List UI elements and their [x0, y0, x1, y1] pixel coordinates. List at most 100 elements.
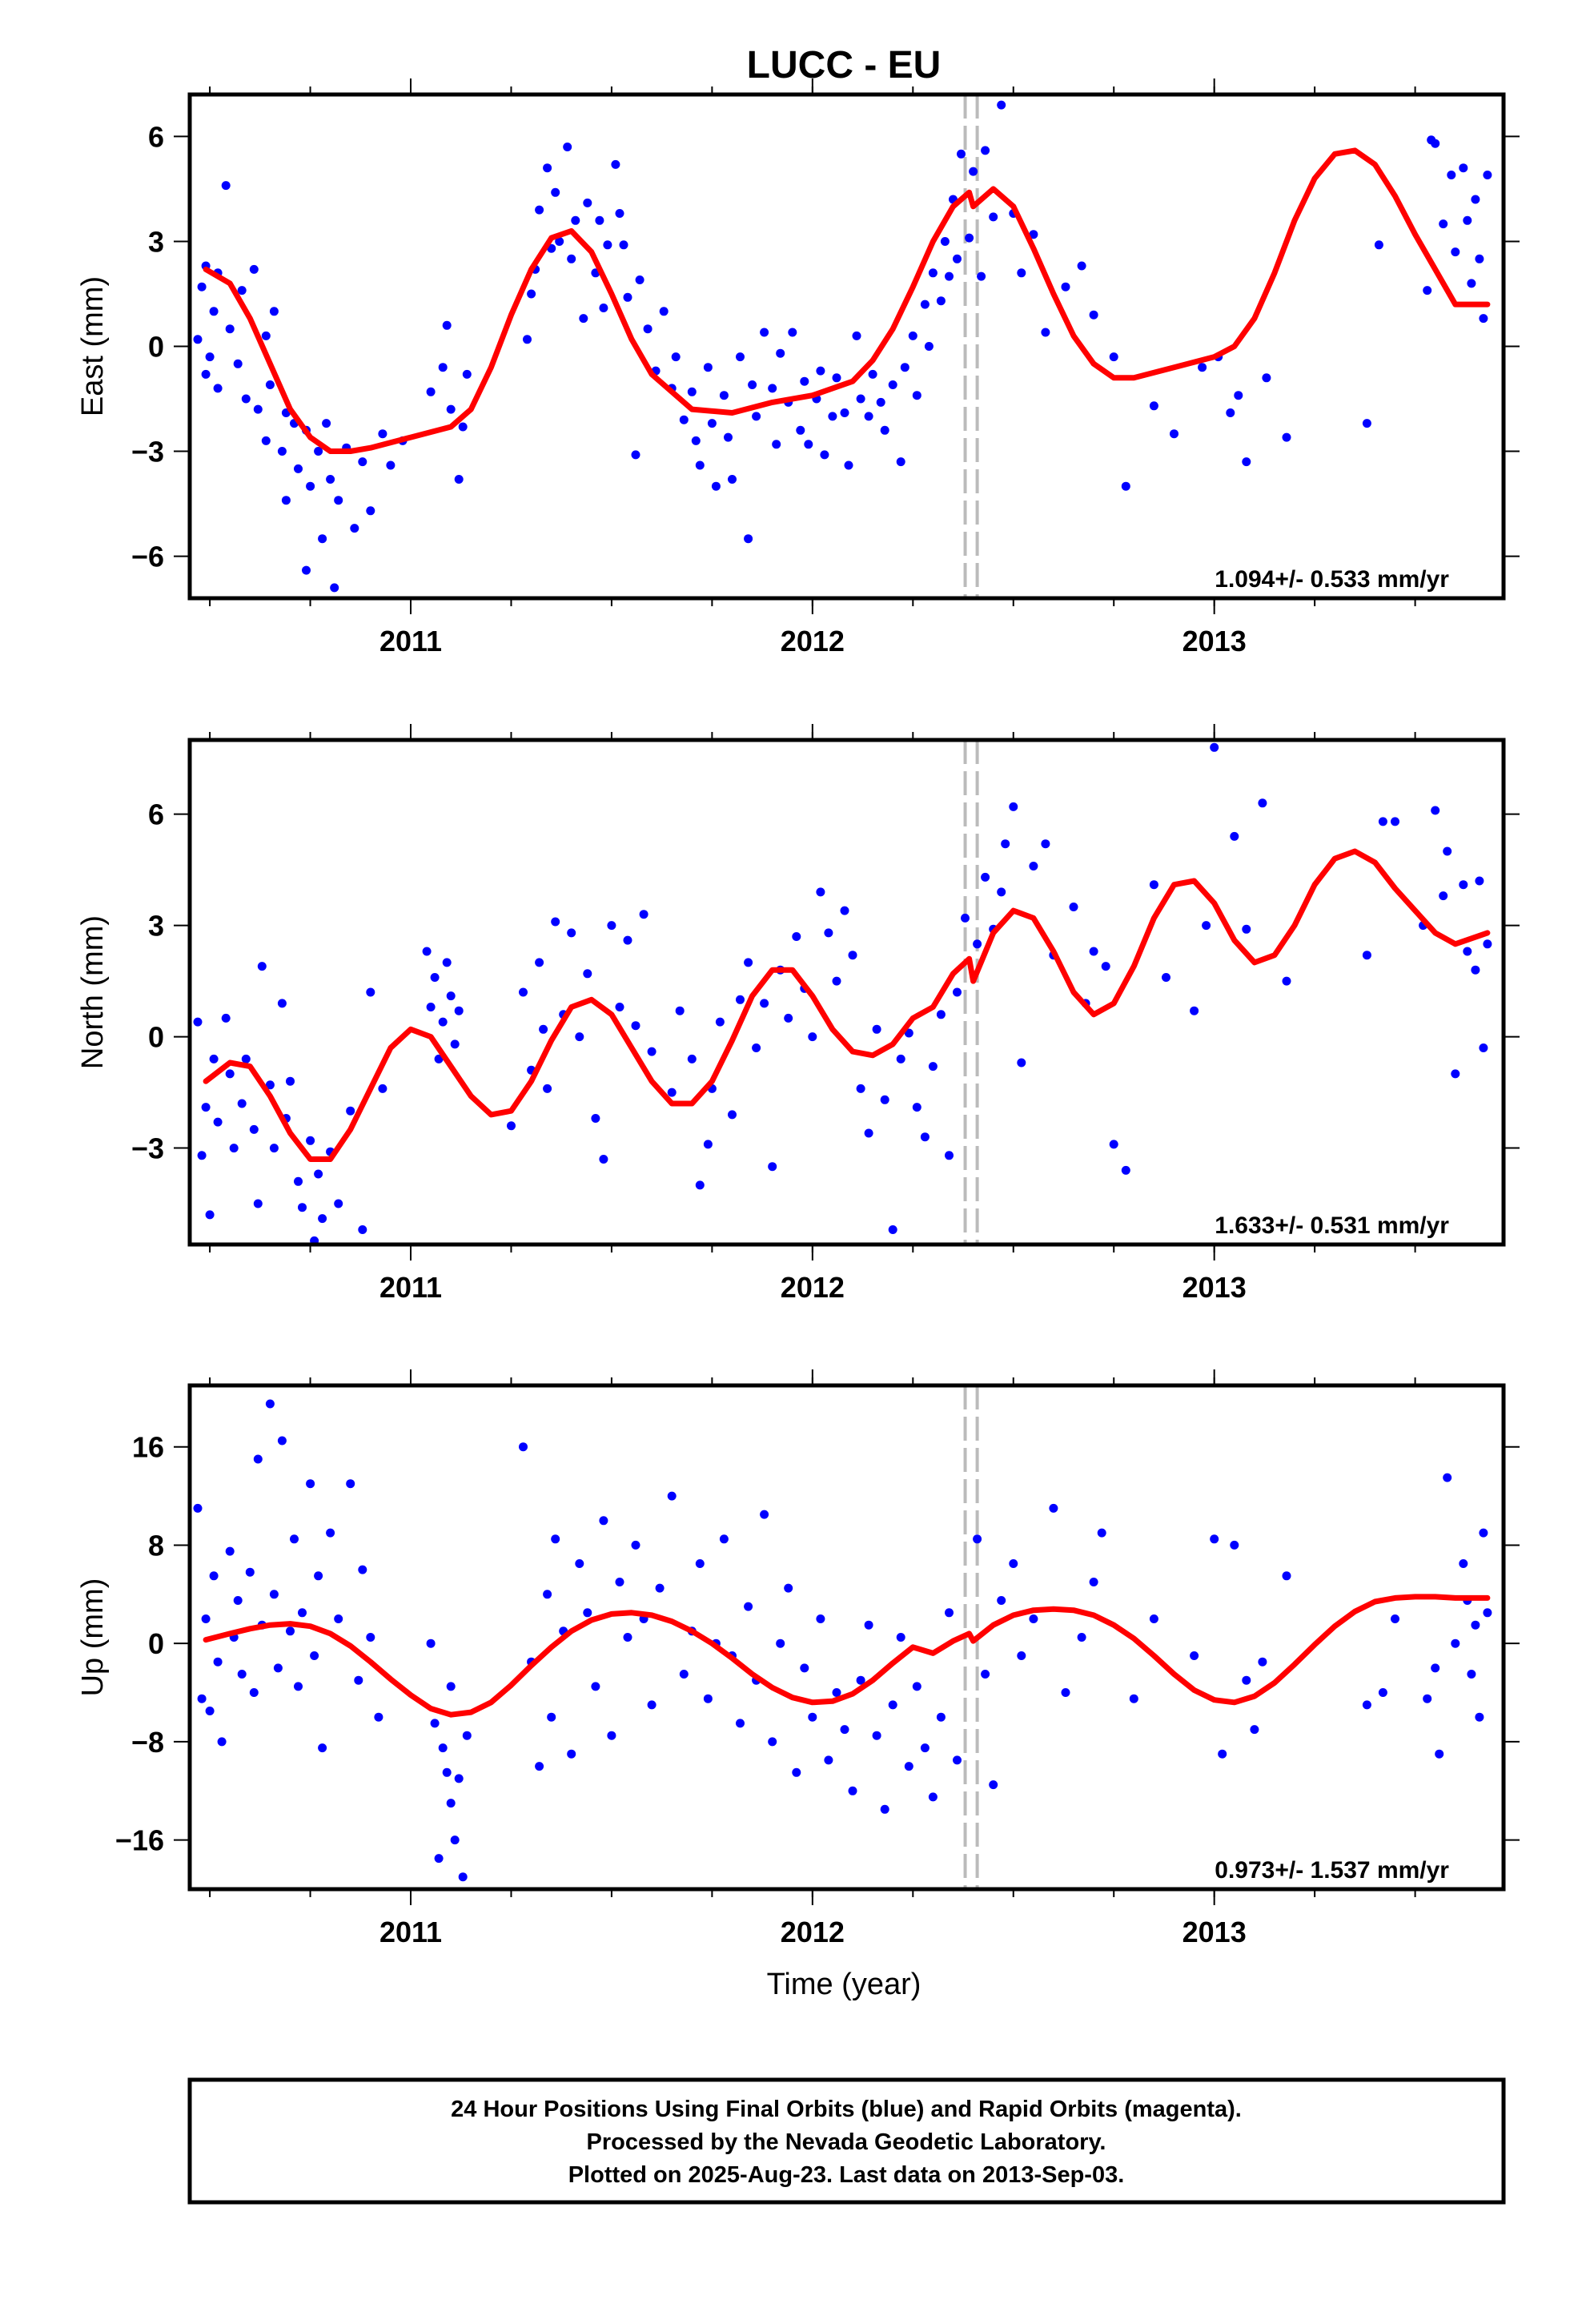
east-data-point	[796, 425, 805, 435]
east-data-point	[623, 292, 632, 302]
up-data-point	[1423, 1694, 1432, 1703]
north-data-point	[973, 939, 982, 949]
up-data-point	[245, 1567, 255, 1577]
east-data-point	[1463, 215, 1472, 225]
up-data-point	[936, 1712, 946, 1722]
up-y-tick-label: 0	[148, 1627, 164, 1660]
north-data-point	[904, 1028, 913, 1038]
north-data-point	[864, 1128, 873, 1138]
north-data-point	[591, 1114, 600, 1123]
north-data-point	[1391, 817, 1399, 826]
up-data-point	[744, 1602, 753, 1611]
up-x-tick-label: 2012	[781, 1916, 845, 1948]
east-data-point	[615, 209, 624, 218]
up-data-point	[1282, 1571, 1291, 1581]
up-data-point	[450, 1835, 460, 1845]
up-data-point	[442, 1767, 452, 1777]
north-data-point	[1230, 831, 1239, 841]
north-data-point	[1362, 951, 1371, 960]
east-data-point	[603, 240, 612, 250]
north-data-point	[551, 917, 560, 927]
east-data-point	[816, 366, 825, 376]
up-data-point	[213, 1657, 223, 1667]
north-data-point	[241, 1054, 251, 1063]
east-data-point	[281, 496, 291, 505]
east-data-point	[378, 429, 387, 439]
north-data-point	[438, 1017, 448, 1027]
north-data-point	[1190, 1006, 1199, 1015]
up-data-point	[1089, 1578, 1098, 1586]
east-data-point	[1467, 279, 1476, 288]
east-data-point	[1447, 171, 1456, 179]
up-data-point	[209, 1571, 219, 1581]
north-data-point	[205, 1210, 215, 1220]
north-data-point	[535, 958, 544, 967]
east-plot-area	[193, 94, 1492, 598]
east-data-point	[294, 464, 303, 473]
east-data-point	[1483, 171, 1492, 179]
up-data-point	[736, 1719, 745, 1728]
north-data-point	[426, 1003, 436, 1011]
up-data-point	[1009, 1559, 1018, 1568]
up-data-point	[1230, 1540, 1239, 1550]
east-data-point	[261, 331, 271, 340]
north-data-point	[221, 1013, 231, 1023]
east-data-point	[748, 380, 757, 389]
east-data-point	[334, 496, 343, 505]
north-data-point	[840, 906, 849, 915]
up-data-point	[438, 1743, 448, 1753]
north-data-point	[306, 1136, 315, 1145]
up-data-point	[547, 1712, 556, 1722]
up-data-point	[298, 1608, 307, 1618]
east-data-point	[446, 404, 456, 414]
east-data-point	[724, 432, 733, 442]
east-data-point	[703, 363, 713, 372]
up-data-point	[430, 1719, 440, 1728]
east-data-point	[543, 163, 552, 173]
north-data-point	[358, 1225, 367, 1234]
east-data-point	[1242, 457, 1251, 467]
up-data-point	[1451, 1638, 1460, 1648]
north-data-point	[896, 1054, 905, 1063]
up-data-point	[1017, 1651, 1026, 1660]
up-data-point	[808, 1712, 817, 1722]
east-data-point	[1170, 429, 1178, 439]
up-data-point	[997, 1596, 1006, 1605]
east-panel: 2011 2012 2013 6 3 0 −3 −6 East (mm) 1.094+/- 0.5…	[76, 78, 1520, 657]
up-data-point	[294, 1682, 303, 1691]
north-data-point	[832, 976, 841, 986]
east-data-point	[326, 475, 335, 484]
east-data-point	[249, 264, 259, 274]
up-data-point	[567, 1749, 576, 1759]
east-data-point	[306, 481, 315, 491]
north-y-tick-label: −3	[131, 1132, 164, 1165]
up-data-point	[768, 1737, 777, 1747]
north-data-point	[639, 910, 648, 919]
up-data-point	[575, 1559, 584, 1568]
east-data-point	[1439, 219, 1448, 229]
up-data-point	[872, 1731, 881, 1740]
up-y-tick-label: −8	[131, 1726, 164, 1759]
up-data-point	[326, 1528, 335, 1538]
north-data-point	[1258, 798, 1267, 808]
up-model-curve	[203, 1594, 1491, 1718]
north-y-tick-label: 0	[148, 1021, 164, 1054]
north-data-point	[856, 1084, 865, 1093]
north-data-point	[446, 991, 456, 1001]
north-y-axis-label: North (mm)	[76, 915, 110, 1069]
north-data-point	[1149, 880, 1158, 890]
north-data-point	[1431, 806, 1440, 815]
east-data-point	[719, 391, 729, 400]
north-data-point	[253, 1199, 263, 1208]
east-data-point	[1149, 401, 1158, 411]
east-data-point	[989, 212, 998, 222]
up-y-axis-label: Up (mm)	[76, 1578, 110, 1697]
east-data-point	[318, 534, 327, 544]
east-data-point	[868, 369, 877, 379]
east-data-point	[687, 387, 697, 396]
up-data-point	[225, 1546, 235, 1556]
up-data-point	[1479, 1528, 1488, 1538]
north-data-point	[1029, 862, 1038, 870]
up-data-point	[1475, 1712, 1484, 1722]
up-x-tick-label: 2011	[379, 1916, 442, 1948]
